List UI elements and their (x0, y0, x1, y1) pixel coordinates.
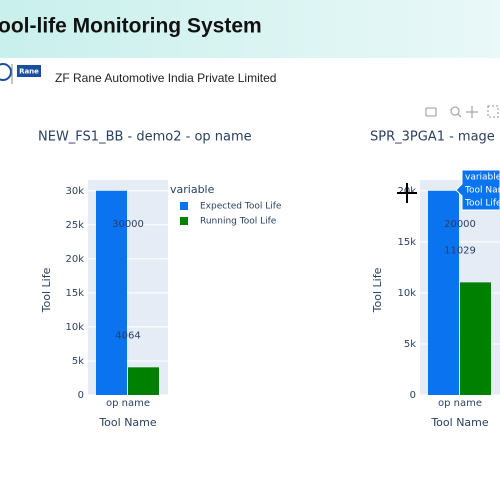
company-name: ZF Rane Automotive India Private Limited (55, 71, 276, 85)
x-tick-label: op name (106, 398, 150, 409)
bar (428, 190, 459, 395)
x-axis-title: Tool Name (430, 416, 489, 429)
x-axis-title: Tool Name (98, 416, 157, 429)
x-tick-label: op name (438, 398, 482, 409)
y-tick-label: 5k (404, 339, 416, 350)
logo-text: Rane (19, 68, 39, 76)
zoom-icon[interactable] (450, 106, 460, 116)
logo-rane (17, 65, 41, 77)
hover-line: Tool Nam (464, 186, 500, 196)
camera-icon[interactable] (425, 107, 437, 117)
zoom-handle (457, 113, 462, 118)
crosshair (397, 183, 417, 203)
hover-line: Tool Life (464, 199, 500, 209)
hover-box (455, 169, 500, 211)
y-tick-label: 15k (397, 237, 416, 248)
y-tick-label: 15k (65, 288, 84, 299)
bar-value-label: 30000 (112, 219, 144, 230)
bar (128, 367, 159, 395)
bar (460, 282, 491, 395)
y-axis-title: Tool Life (371, 267, 384, 313)
modebar[interactable] (425, 105, 499, 118)
bar-value-label: 4064 (115, 330, 140, 341)
y-axis-title: Tool Life (40, 267, 53, 313)
bar (96, 190, 127, 395)
header-band (0, 0, 500, 58)
bar-value-label: 11029 (444, 245, 476, 256)
logo-zf (0, 63, 12, 81)
y-tick-label: 5k (72, 356, 84, 367)
y-tick-label: 10k (65, 322, 84, 333)
y-tick-label: 25k (65, 220, 84, 231)
y-tick-label: 20k (65, 254, 84, 265)
legend-label: Expected Tool Life (200, 202, 282, 212)
legend-swatch (180, 202, 188, 210)
header-title: ool-life Monitoring System (0, 15, 262, 38)
y-tick-label: 0 (410, 390, 416, 401)
pan-icon[interactable] (466, 106, 478, 118)
select-icon[interactable] (487, 105, 499, 118)
hover-line: variable (465, 173, 500, 183)
chart-title: NEW_FS1_BB - demo2 - op name (38, 130, 252, 145)
legend-swatch (180, 217, 188, 225)
legend-title: variable (170, 183, 215, 196)
legend-label: Running Tool Life (200, 217, 277, 227)
y-tick-label: 10k (397, 288, 416, 299)
chart-title: SPR_3PGA1 - mage (370, 130, 495, 145)
y-tick-label: 0 (78, 390, 84, 401)
bar-value-label: 20000 (444, 219, 476, 230)
cursor (397, 183, 417, 203)
y-tick-label: 30k (65, 186, 84, 197)
